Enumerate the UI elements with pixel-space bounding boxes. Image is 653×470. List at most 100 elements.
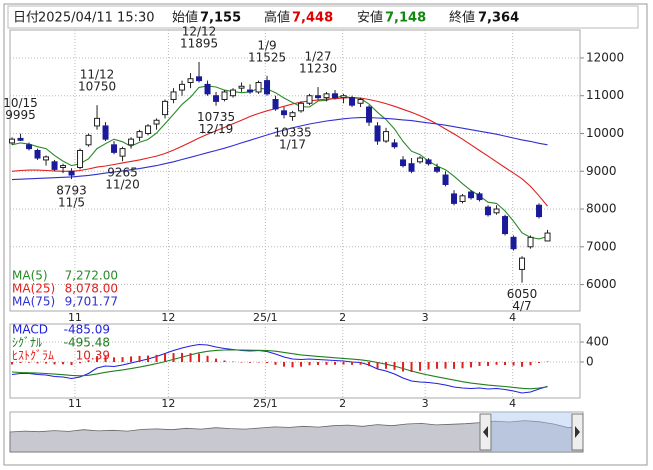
candle-body [162, 100, 169, 116]
candle-body [136, 131, 143, 138]
x-tick-label: 2 [339, 397, 346, 410]
header-value: 7,448 [292, 11, 333, 26]
histogram-bar [521, 362, 524, 367]
histogram-bar [11, 362, 14, 365]
candle-body [272, 98, 279, 110]
candle-body [255, 81, 262, 93]
annotation-value: 11525 [248, 50, 286, 64]
candle-body [264, 80, 271, 95]
histogram-bar [359, 362, 362, 365]
histogram-bar [45, 362, 48, 364]
histogram-bar [130, 356, 133, 362]
histogram-bar [198, 353, 201, 362]
candle-body [442, 174, 449, 185]
histogram-bar [172, 353, 175, 362]
annotation-value: 10750 [78, 80, 116, 94]
candle-body [323, 93, 330, 99]
candle-body [94, 117, 101, 127]
histogram-bar [28, 362, 31, 363]
x-tick-label: 3 [422, 311, 429, 324]
candle-body [102, 125, 109, 140]
histogram-bar [470, 362, 473, 368]
histogram-bar [504, 362, 507, 365]
annotation-date: 4/7 [512, 299, 531, 313]
legend-value: 7,272.00 [65, 269, 118, 283]
candle-body [17, 137, 24, 141]
histogram-bar [325, 362, 328, 365]
macd-line [11, 343, 548, 394]
date: 2025/04/11 15:30 [38, 11, 155, 26]
histogram-bar [104, 355, 107, 362]
candle-body [527, 236, 534, 248]
y-tick-label: 7000 [586, 239, 617, 253]
x-tick-label: 25/1 [253, 397, 278, 410]
legend-name: MA(5) [12, 269, 48, 283]
histogram-bar [385, 362, 388, 369]
candle-body [468, 191, 475, 199]
candle-body [77, 149, 84, 168]
candle-body [204, 83, 211, 95]
y-tick-label: 10000 [586, 126, 624, 140]
annotation-date: 11/20 [105, 178, 140, 192]
candle-body [170, 91, 177, 100]
x-tick-label: 11 [68, 311, 82, 324]
candle-body [476, 193, 483, 201]
candle-body [51, 161, 58, 170]
candle-body [493, 208, 500, 214]
navigator-area [9, 420, 584, 453]
candle-body [153, 119, 160, 125]
candle-body [408, 163, 415, 172]
left-arrow-icon [483, 426, 488, 438]
histogram-bar [334, 362, 337, 365]
histogram-bar [155, 354, 158, 362]
histogram-bar [206, 355, 209, 362]
candle-body [374, 125, 381, 142]
legend-value: -495.48 [64, 336, 110, 350]
histogram-bar [538, 362, 541, 363]
candle-body [544, 232, 551, 242]
candle-body [519, 257, 526, 270]
header-label: 終値 [449, 10, 475, 26]
histogram-bar [283, 362, 286, 367]
annotation-value: 6050 [507, 287, 538, 301]
candle-body [128, 138, 135, 146]
x-tick-label: 4 [509, 397, 516, 410]
ma-line [11, 97, 548, 207]
candle-body [306, 95, 313, 104]
annotation-date: 12/19 [199, 122, 234, 136]
candle-body [400, 159, 407, 167]
histogram-bar [478, 362, 481, 366]
candle-body [502, 216, 509, 235]
histogram-bar [62, 362, 65, 365]
histogram-bar [487, 362, 490, 366]
histogram-bar [87, 360, 90, 362]
histogram-bar [351, 362, 354, 365]
histogram-bar [342, 362, 345, 365]
candle-body [221, 91, 228, 100]
y-tick-label: 6000 [586, 277, 617, 291]
annotation-value: 9265 [107, 166, 138, 180]
histogram-bar [181, 352, 184, 362]
histogram-bar [376, 362, 379, 369]
y-tick-label: 8000 [586, 202, 617, 216]
header-label: 高値 [264, 10, 290, 26]
navigator-selection[interactable] [492, 412, 572, 452]
candle-body [247, 89, 254, 93]
candle-body [26, 144, 33, 150]
histogram-bar [453, 362, 456, 369]
candle-body [383, 131, 390, 142]
candle-body [111, 144, 118, 153]
legend-value: 9,701.77 [65, 295, 118, 309]
candle-body [417, 157, 424, 163]
histogram-bar [96, 356, 99, 362]
histogram-bar [495, 362, 498, 365]
legend-name: MA(75) [12, 295, 55, 309]
annotation-date: 12/12 [182, 24, 217, 38]
candle-body [43, 156, 50, 161]
y-tick-label: 12000 [586, 50, 624, 64]
legend-name: ｼｸﾞﾅﾙ [12, 336, 42, 350]
histogram-bar [461, 362, 464, 369]
histogram-bar [189, 353, 192, 362]
x-tick-label: 25/1 [253, 311, 278, 324]
